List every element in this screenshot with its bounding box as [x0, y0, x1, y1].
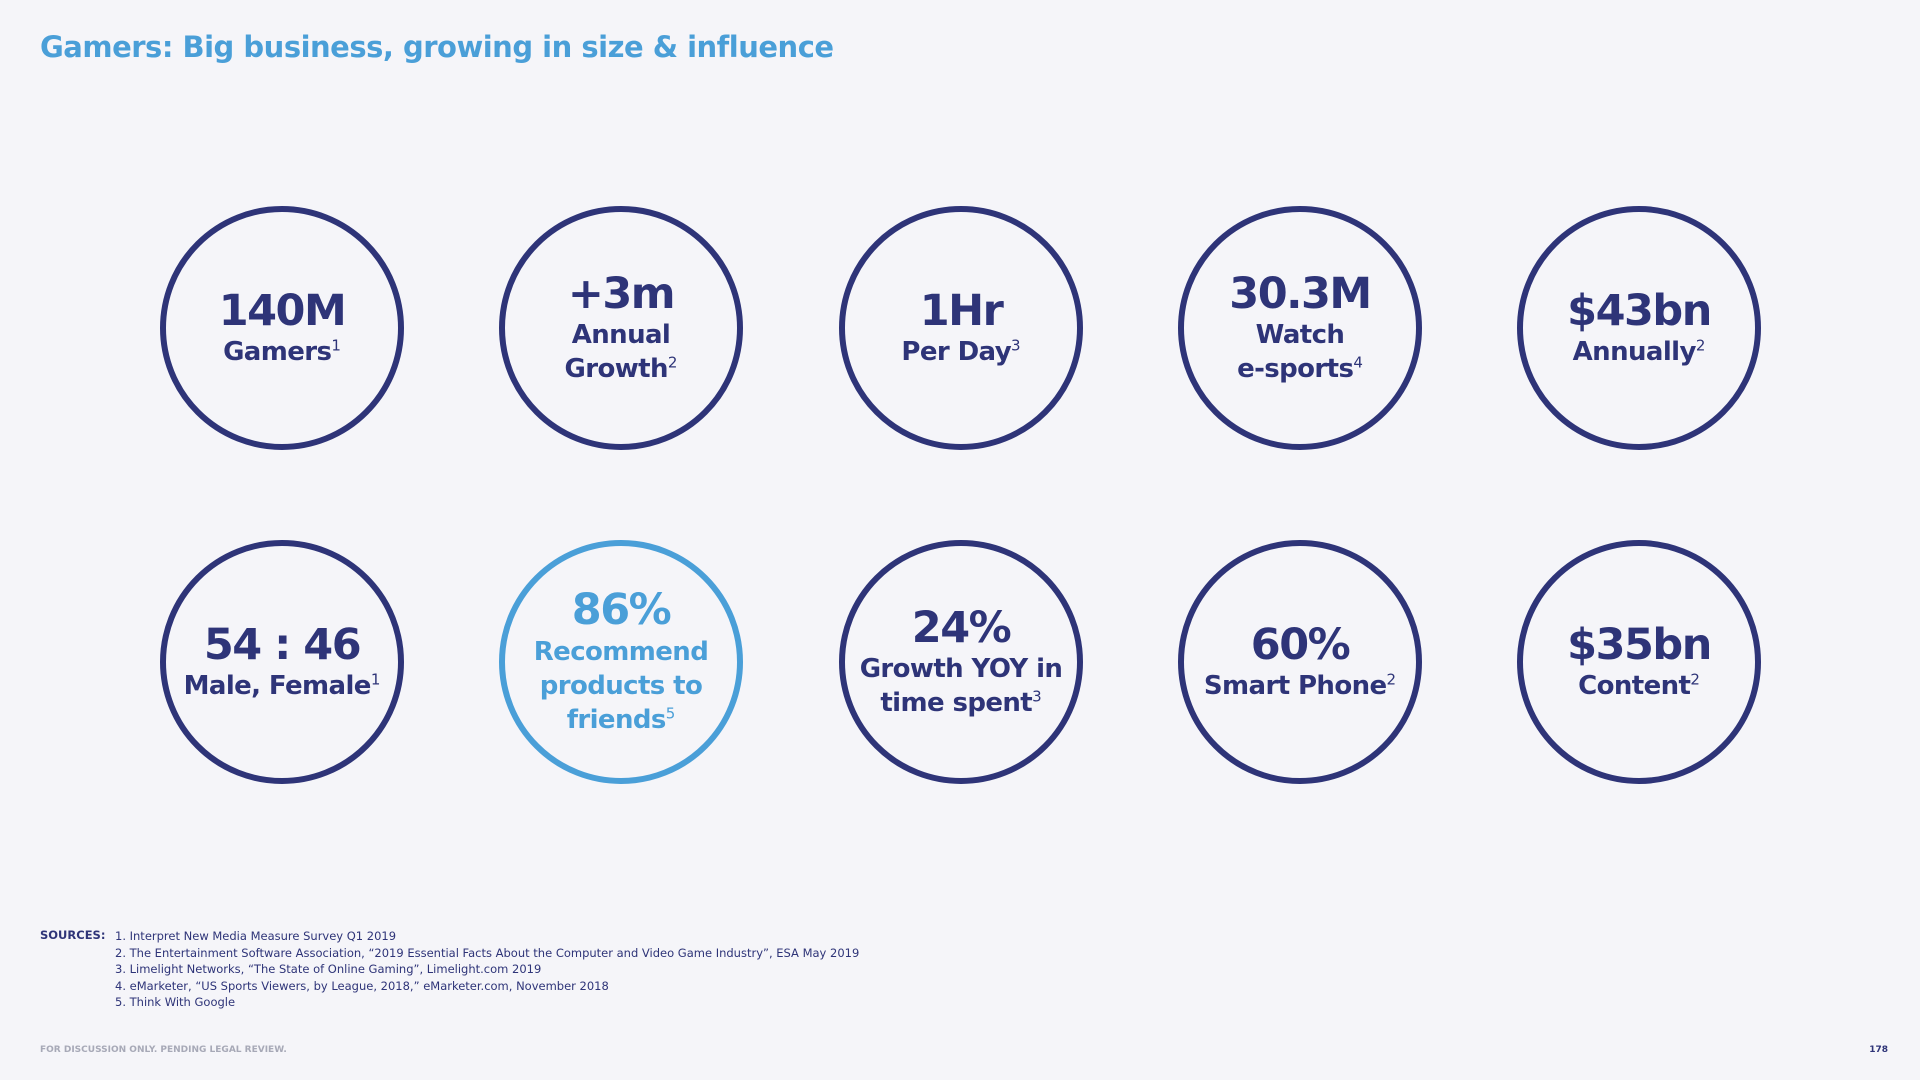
stat-label: Watch [1255, 319, 1345, 350]
source-item: 1. Interpret New Media Measure Survey Q1… [115, 929, 397, 943]
stat-value: $35bn [1567, 619, 1712, 670]
stat-value: 140M [218, 285, 347, 336]
stat-value: 30.3M [1229, 268, 1372, 319]
stat-value: +3m [567, 268, 676, 319]
stat-value: 24% [911, 602, 1012, 653]
sources-list: 1. Interpret New Media Measure Survey Q1… [115, 928, 859, 1011]
stat-label: Male, Female1 [183, 670, 381, 701]
stat-label: Per Day3 [901, 336, 1021, 367]
stat-label: Smart Phone2 [1203, 670, 1397, 701]
footnote-ref: 3 [1032, 687, 1042, 706]
stat-circle-recommend: 86% Recommend products to friends5 [499, 540, 743, 784]
stat-label: Recommend [533, 636, 709, 667]
stat-label: products to [539, 670, 703, 701]
stat-circle-time-growth: 24% Growth YOY in time spent3 [839, 540, 1083, 784]
footnote-ref: 5 [665, 704, 676, 723]
source-item: 2. The Entertainment Software Associatio… [115, 945, 860, 960]
stat-value: 1Hr [919, 285, 1004, 336]
stat-value: $43bn [1567, 285, 1712, 336]
stat-value: 54 : 46 [203, 619, 362, 670]
source-item: 5. Think With Google [115, 995, 236, 1009]
footnote-ref: 1 [370, 670, 381, 689]
slide-title: Gamers: Big business, growing in size & … [40, 30, 834, 64]
stat-circle-gamers: 140M Gamers1 [160, 206, 404, 450]
stat-label: friends5 [566, 704, 676, 736]
sources-heading: SOURCES: [40, 928, 106, 942]
footnote-ref: 2 [1690, 670, 1700, 689]
stat-circle-per-day: 1Hr Per Day3 [839, 206, 1083, 450]
footnote-ref: 4 [1353, 353, 1363, 372]
footnote-ref: 2 [1386, 670, 1397, 689]
stat-circle-content: $35bn Content2 [1517, 540, 1761, 784]
stat-label: Gamers1 [223, 336, 341, 367]
stat-label: e-sports4 [1237, 353, 1363, 385]
page-number: 178 [1869, 1045, 1888, 1055]
stat-label: Growth YOY in [859, 653, 1063, 684]
stat-label: Annually2 [1572, 336, 1706, 367]
stat-circle-smart-phone: 60% Smart Phone2 [1178, 540, 1422, 784]
footnote-ref: 2 [1695, 336, 1706, 355]
stat-label: Annual [571, 319, 671, 350]
stat-label: Content2 [1578, 670, 1700, 701]
source-item: 3. Limelight Networks, “The State of Onl… [115, 962, 542, 976]
sources-block: SOURCES: 1. Interpret New Media Measure … [40, 928, 859, 1011]
stat-circle-annual-revenue: $43bn Annually2 [1517, 206, 1761, 450]
footnote-ref: 3 [1011, 336, 1021, 355]
footer-disclaimer: FOR DISCUSSION ONLY. PENDING LEGAL REVIE… [40, 1045, 287, 1055]
stat-value: 86% [571, 585, 672, 636]
stat-label: Growth2 [564, 353, 678, 385]
footnote-ref: 1 [331, 336, 341, 355]
source-item: 4. eMarketer, “US Sports Viewers, by Lea… [115, 978, 609, 993]
footnote-ref: 2 [667, 353, 678, 372]
stat-value: 60% [1250, 619, 1351, 670]
stat-circle-annual-growth: +3m Annual Growth2 [499, 206, 743, 450]
stat-circle-esports: 30.3M Watch e-sports4 [1178, 206, 1422, 450]
stat-label: time spent3 [880, 687, 1042, 719]
stat-circle-gender-split: 54 : 46 Male, Female1 [160, 540, 404, 784]
